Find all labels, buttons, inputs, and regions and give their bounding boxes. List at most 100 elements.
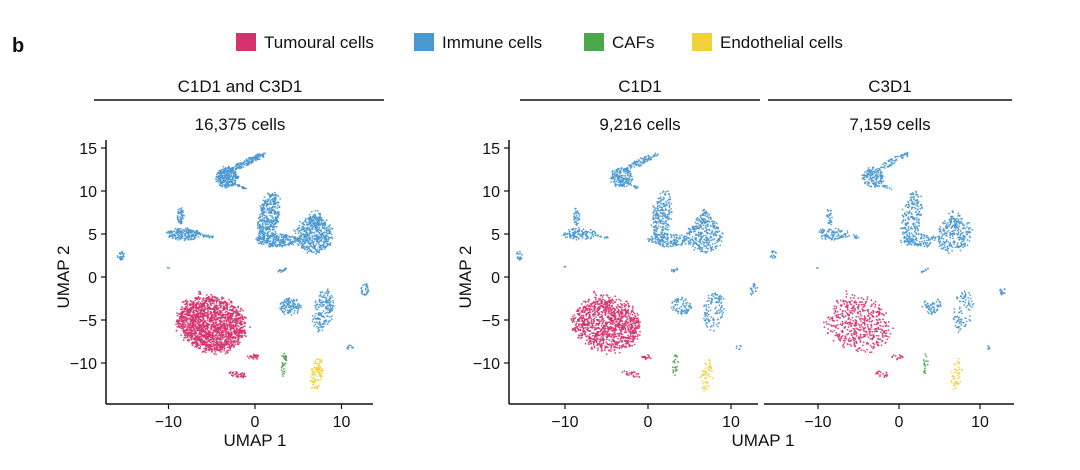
cell-point	[331, 227, 334, 230]
cell-point	[629, 328, 632, 330]
cell-point	[604, 347, 607, 349]
cell-point	[182, 317, 185, 320]
cell-point	[284, 309, 287, 311]
cell-point	[627, 321, 630, 324]
cell-point	[258, 153, 260, 156]
cell-point	[207, 311, 209, 313]
cell-point	[228, 334, 231, 336]
cell-point	[183, 336, 186, 339]
cell-point	[293, 229, 295, 232]
cell-point	[220, 324, 223, 327]
cell-point	[178, 237, 181, 239]
cell-point	[256, 226, 259, 229]
cell-point	[194, 299, 197, 302]
cell-point	[313, 371, 316, 374]
cell-point	[220, 351, 223, 353]
cell-point	[215, 298, 218, 301]
cell-point	[181, 327, 183, 330]
cell-point	[288, 297, 290, 300]
cell-point	[218, 331, 220, 334]
cell-point	[577, 308, 579, 311]
cell-point	[228, 298, 230, 301]
cell-point	[186, 314, 189, 316]
cell-point	[204, 349, 207, 352]
cell-point	[219, 334, 222, 337]
panel-1-title: 16,375 cells	[195, 115, 286, 134]
cell-point	[264, 226, 267, 229]
cell-point	[219, 177, 222, 179]
cell-point	[328, 316, 331, 318]
cell-point	[241, 314, 243, 316]
cell-point	[189, 314, 192, 317]
cell-point	[633, 312, 636, 315]
cell-point	[591, 324, 594, 327]
cell-point	[237, 311, 239, 313]
cell-point	[190, 330, 193, 332]
cell-point	[223, 341, 226, 343]
cell-point	[287, 311, 290, 314]
cell-point	[320, 305, 323, 308]
cell-point	[210, 343, 213, 346]
cell-point	[196, 298, 199, 301]
cell-point	[270, 221, 273, 224]
cell-point	[283, 236, 285, 238]
cell-point	[262, 227, 265, 230]
cell-point	[214, 330, 217, 333]
cell-point	[230, 317, 233, 320]
cell-point	[316, 362, 318, 365]
cell-point	[175, 236, 177, 239]
cell-point	[207, 334, 210, 337]
cell-point	[602, 304, 604, 307]
cell-point	[182, 339, 185, 341]
cell-point	[214, 344, 217, 347]
cell-point	[230, 301, 233, 304]
cell-point	[281, 238, 284, 241]
cell-point	[266, 233, 269, 236]
cell-point	[308, 221, 310, 224]
cell-point	[610, 350, 612, 352]
cell-point	[206, 337, 208, 340]
cell-point	[239, 341, 241, 344]
cell-point	[232, 174, 235, 176]
cell-point	[280, 241, 282, 244]
cell-point	[326, 288, 329, 290]
cell-point	[213, 329, 215, 331]
legend-swatch-endothelial	[692, 33, 712, 51]
cell-point	[180, 230, 182, 233]
cell-point	[296, 310, 299, 313]
cell-point	[271, 216, 274, 219]
cell-point	[219, 338, 222, 341]
cell-point	[234, 323, 237, 325]
cell-point	[294, 232, 297, 235]
cell-point	[248, 357, 250, 360]
cell-point	[224, 330, 226, 332]
cell-point	[195, 304, 198, 307]
cell-point	[197, 315, 200, 318]
cell-point	[183, 326, 186, 328]
cell-point	[184, 319, 186, 322]
cell-point	[329, 230, 332, 233]
cell-point	[200, 316, 203, 318]
cell-point	[216, 330, 219, 333]
cell-point	[221, 296, 224, 299]
cell-point	[270, 203, 273, 206]
cell-point	[220, 302, 223, 305]
cell-point	[230, 327, 233, 330]
cell-point	[197, 308, 200, 311]
cell-point	[627, 324, 630, 327]
cell-point	[593, 326, 596, 329]
cell-point	[233, 321, 236, 324]
cell-point	[266, 238, 269, 240]
cell-point	[202, 318, 205, 320]
cell-point	[313, 238, 316, 241]
cell-point	[214, 326, 217, 329]
cell-point	[281, 233, 284, 236]
cell-point	[176, 218, 179, 220]
cell-point	[189, 308, 191, 311]
cell-point	[177, 321, 180, 324]
cell-point	[298, 304, 301, 306]
cell-point	[201, 341, 204, 344]
cell-point	[192, 234, 195, 237]
cell-point	[221, 177, 223, 180]
cell-point	[311, 215, 314, 218]
